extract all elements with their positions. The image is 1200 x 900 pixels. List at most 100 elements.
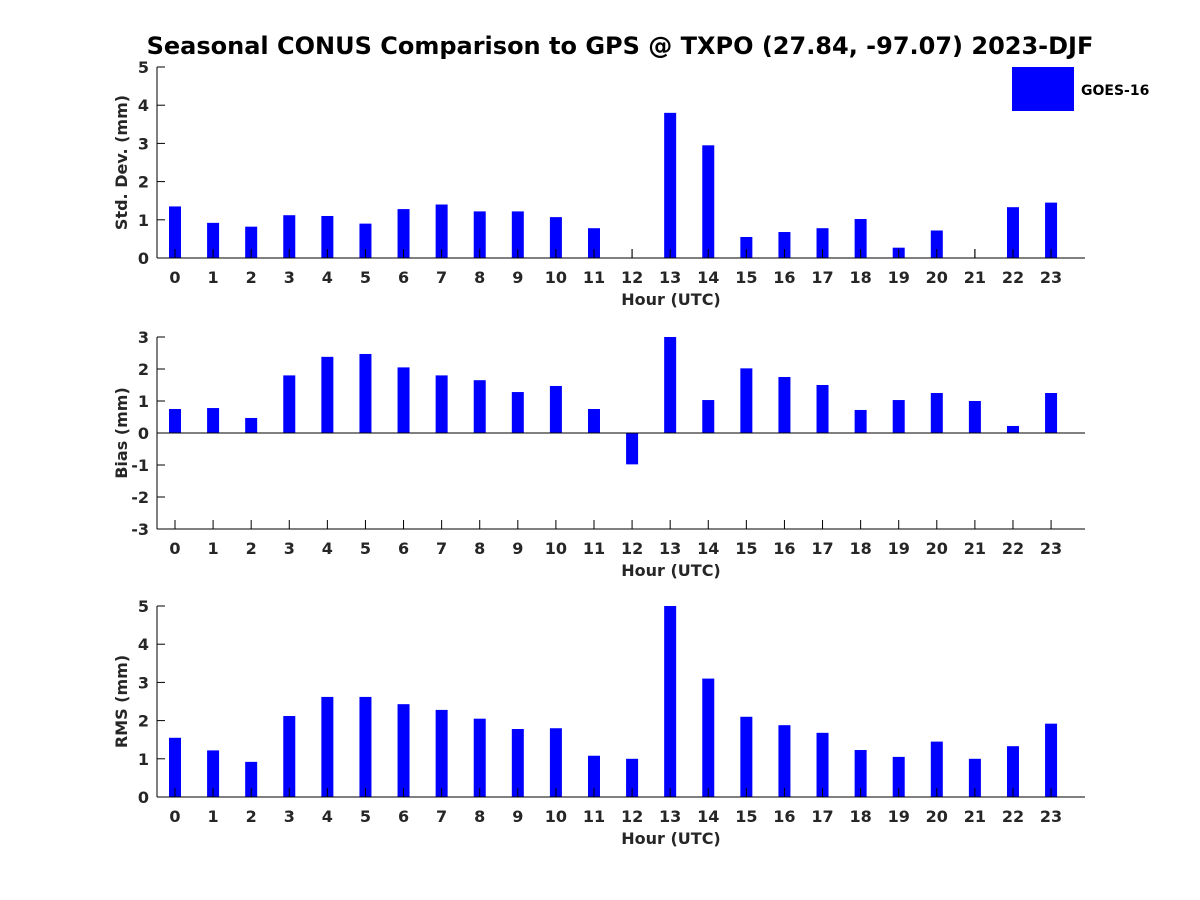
y-axis-label: Std. Dev. (mm) xyxy=(112,95,131,230)
bar xyxy=(816,732,829,797)
x-tick-label: 12 xyxy=(621,268,643,287)
y-tick-label: -2 xyxy=(131,488,149,507)
x-tick-label: 15 xyxy=(735,807,757,826)
bar xyxy=(702,678,715,797)
x-tick-label: 7 xyxy=(436,807,447,826)
x-tick-label: 1 xyxy=(208,539,219,558)
x-tick-label: 17 xyxy=(811,268,833,287)
y-tick-label: 3 xyxy=(138,134,149,153)
bar xyxy=(930,230,943,258)
bar xyxy=(664,337,677,433)
x-tick-label: 13 xyxy=(659,807,681,826)
x-tick-label: 11 xyxy=(583,268,605,287)
x-tick-label: 21 xyxy=(964,268,986,287)
bar xyxy=(1045,393,1058,433)
y-tick-label: 5 xyxy=(138,597,149,616)
bar xyxy=(930,393,943,433)
x-tick-label: 13 xyxy=(659,268,681,287)
x-tick-label: 0 xyxy=(169,807,180,826)
y-tick-label: 0 xyxy=(138,788,149,807)
bar xyxy=(397,704,410,797)
x-tick-label: 13 xyxy=(659,539,681,558)
x-tick-label: 21 xyxy=(964,539,986,558)
x-tick-label: 0 xyxy=(169,539,180,558)
bar xyxy=(283,716,296,797)
x-tick-label: 2 xyxy=(246,807,257,826)
y-tick-label: 2 xyxy=(138,173,149,192)
x-tick-label: 5 xyxy=(360,268,371,287)
bar xyxy=(207,750,220,797)
bar xyxy=(359,223,372,258)
y-tick-label: 4 xyxy=(138,635,149,654)
x-tick-label: 3 xyxy=(284,539,295,558)
x-tick-label: 6 xyxy=(398,807,409,826)
bar xyxy=(892,400,905,433)
bar xyxy=(778,377,791,433)
x-tick-label: 4 xyxy=(322,268,333,287)
x-tick-label: 19 xyxy=(888,807,910,826)
x-tick-label: 8 xyxy=(474,539,485,558)
x-tick-label: 5 xyxy=(360,539,371,558)
x-tick-label: 7 xyxy=(436,539,447,558)
bar xyxy=(359,353,372,433)
bar xyxy=(321,215,334,258)
bar xyxy=(740,368,753,433)
y-tick-label: 2 xyxy=(138,712,149,731)
x-tick-label: 19 xyxy=(888,539,910,558)
x-tick-label: 10 xyxy=(545,268,567,287)
bar xyxy=(892,756,905,797)
bar xyxy=(321,356,334,433)
bar xyxy=(626,758,639,797)
x-axis-label: Hour (UTC) xyxy=(621,290,721,309)
x-tick-label: 18 xyxy=(849,807,871,826)
x-tick-label: 16 xyxy=(773,268,795,287)
y-axis-label: RMS (mm) xyxy=(112,655,131,748)
x-tick-label: 2 xyxy=(246,539,257,558)
bar xyxy=(435,204,448,258)
bar xyxy=(397,209,410,258)
x-tick-label: 19 xyxy=(888,268,910,287)
x-tick-label: 9 xyxy=(512,268,523,287)
bar xyxy=(854,750,867,797)
x-tick-label: 22 xyxy=(1002,268,1024,287)
legend-label-goes-16: GOES-16 xyxy=(1081,83,1149,99)
x-tick-label: 18 xyxy=(849,539,871,558)
bar xyxy=(854,219,867,258)
bar xyxy=(854,409,867,433)
bar xyxy=(1006,746,1019,797)
bar xyxy=(359,696,372,797)
x-tick-label: 15 xyxy=(735,268,757,287)
legend: GOES-16 xyxy=(1012,67,1149,111)
x-tick-label: 20 xyxy=(926,539,948,558)
x-tick-label: 10 xyxy=(545,807,567,826)
x-tick-label: 20 xyxy=(926,268,948,287)
x-tick-label: 1 xyxy=(208,807,219,826)
bar xyxy=(1006,425,1019,433)
y-tick-label: 2 xyxy=(138,360,149,379)
bar xyxy=(587,755,600,797)
bar xyxy=(816,385,829,433)
x-tick-label: 12 xyxy=(621,807,643,826)
bar xyxy=(283,215,296,258)
bar xyxy=(207,222,220,258)
y-tick-label: -3 xyxy=(131,520,149,539)
x-tick-label: 4 xyxy=(322,807,333,826)
bar xyxy=(245,417,258,433)
bar xyxy=(511,211,524,258)
bar xyxy=(1006,207,1019,258)
bar xyxy=(778,232,791,258)
x-tick-label: 7 xyxy=(436,268,447,287)
y-axis-label: Bias (mm) xyxy=(112,387,131,479)
bar xyxy=(816,228,829,258)
x-tick-label: 1 xyxy=(208,268,219,287)
bar xyxy=(321,696,334,797)
bar xyxy=(169,737,181,797)
x-tick-label: 14 xyxy=(697,539,719,558)
x-tick-label: 21 xyxy=(964,807,986,826)
y-tick-label: 3 xyxy=(138,673,149,692)
x-tick-label: 14 xyxy=(697,807,719,826)
y-tick-label: 0 xyxy=(138,249,149,268)
bar xyxy=(626,433,639,465)
